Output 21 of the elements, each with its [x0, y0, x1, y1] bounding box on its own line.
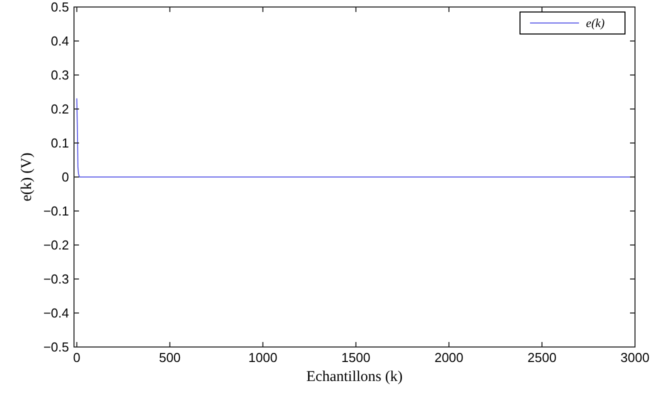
y-tick-label: 0.1: [50, 136, 69, 151]
y-tick-label: −0.3: [43, 272, 69, 287]
y-tick-label: −0.5: [43, 340, 69, 355]
x-axis-title: Echantillons (k): [306, 369, 403, 385]
x-tick-label: 2000: [434, 350, 464, 365]
y-tick-label: −0.4: [43, 306, 69, 321]
x-tick-label: 0: [73, 350, 80, 365]
y-axis-title: e(k) (V): [19, 152, 35, 202]
y-tick-label: 0.2: [50, 102, 69, 117]
y-tick-label: −0.2: [43, 238, 69, 253]
y-tick-label: −0.1: [43, 204, 69, 219]
x-tick-label: 2500: [528, 350, 556, 365]
y-tick-label: 0: [62, 170, 69, 185]
x-tick-label: 500: [158, 350, 181, 365]
x-tick-label: 1000: [248, 350, 278, 365]
y-tick-label: 0.5: [50, 0, 69, 15]
y-tick-label: 0.4: [50, 34, 69, 49]
x-tick-label: 3000: [620, 350, 650, 365]
legend-label: e(k): [586, 16, 605, 30]
y-tick-label: 0.3: [50, 68, 69, 83]
x-tick-label: 1500: [341, 350, 370, 365]
